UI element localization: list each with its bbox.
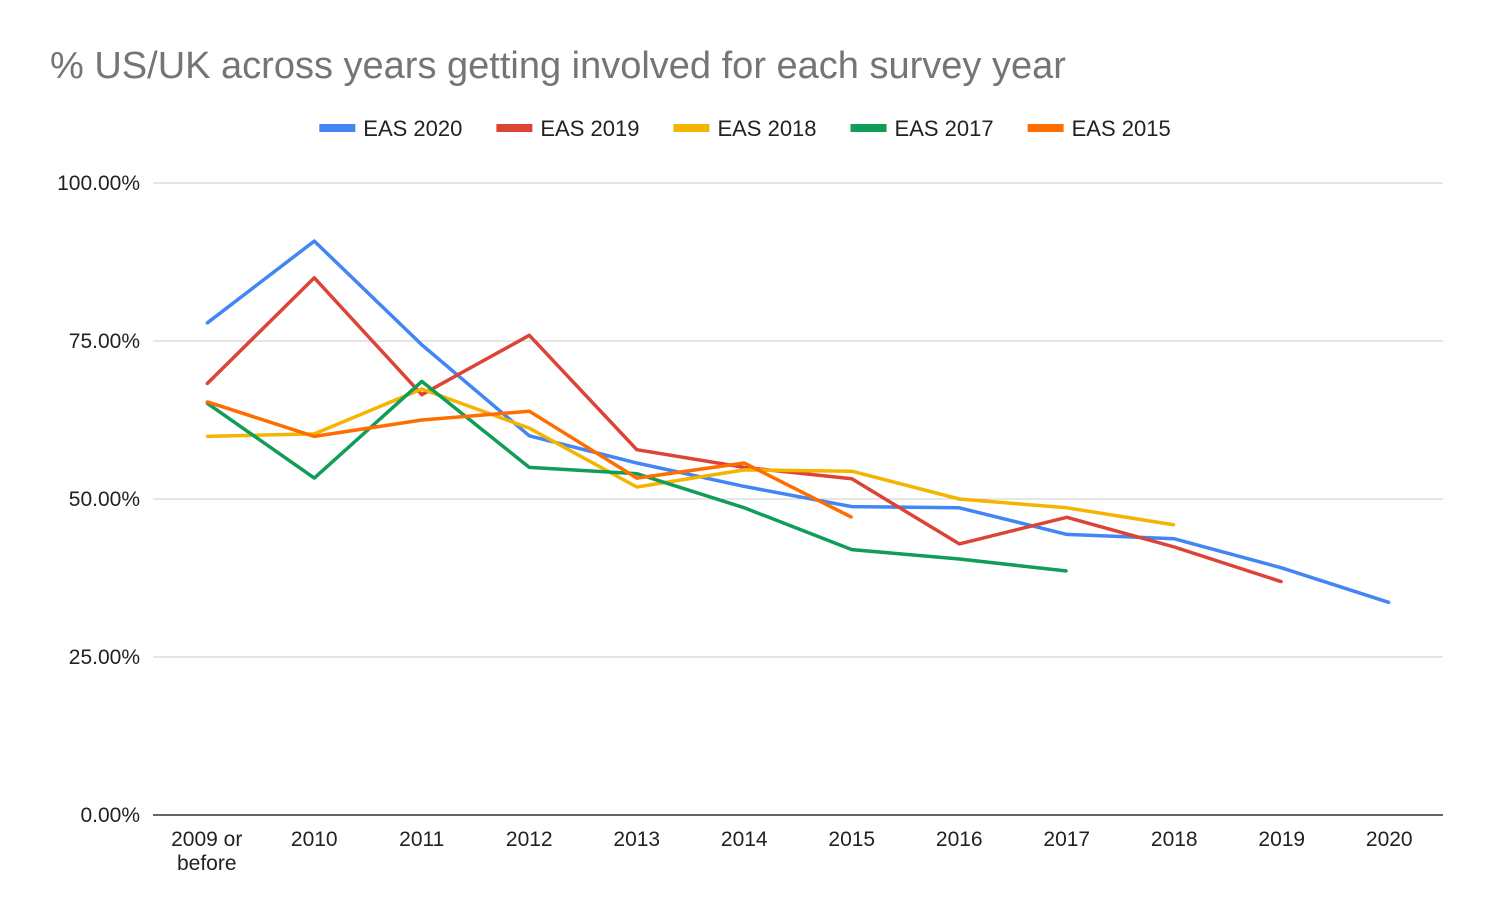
data-point [420,418,423,422]
legend-swatch [496,124,533,132]
data-point [528,334,531,337]
data-point [635,485,638,489]
data-point [635,461,638,465]
x-tick-label: 2013 [613,828,660,851]
x-tick-label: 2018 [1151,828,1198,851]
data-point [635,476,638,480]
x-tick-label: 2019 [1258,828,1305,851]
data-point [1173,545,1176,549]
x-tick-label: 2011 [399,828,444,851]
x-tick-label: 2015 [828,828,875,851]
x-tick-label: 2017 [1043,828,1090,851]
data-point [528,409,531,413]
data-point [850,477,853,480]
y-tick-label: 75.00% [69,330,140,353]
data-point [1388,601,1391,604]
data-point [635,472,638,475]
data-point [958,506,961,510]
data-point [850,505,853,508]
data-point [1065,516,1068,519]
data-point [958,497,961,501]
data-point [205,435,208,438]
series-line-eas-2015 [206,400,853,519]
data-point [743,461,746,465]
data-point [313,239,316,243]
y-tick-label: 100.00% [57,172,140,195]
data-point [313,435,316,438]
data-point [420,393,423,396]
data-point [743,506,746,510]
data-point [205,400,208,403]
legend-label: EAS 2017 [895,116,994,141]
series-line-eas-2018 [206,387,1175,527]
y-tick-label: 50.00% [69,488,140,511]
data-point [205,322,208,325]
y-tick-label: 25.00% [69,646,140,669]
legend-label: EAS 2019 [540,116,639,141]
legend-item-eas-2018: EAS 2018 [673,116,817,141]
data-point [313,476,316,480]
legend-item-eas-2019: EAS 2019 [496,116,639,141]
legend-swatch [1027,124,1064,132]
legend-item-eas-2020: EAS 2020 [319,116,462,141]
data-point [958,542,961,546]
data-point [743,485,746,488]
x-tick-label: 2014 [721,828,768,851]
data-point [205,382,208,386]
data-point [1280,580,1283,583]
data-point [1065,569,1068,573]
data-point [1065,533,1068,536]
chart-title: % US/UK across years getting involved fo… [50,45,1066,87]
legend-item-eas-2015: EAS 2015 [1027,116,1171,141]
data-point [1065,506,1068,510]
legend-swatch [673,124,710,132]
data-point [313,276,316,279]
data-point [420,380,423,383]
data-point [1280,566,1283,570]
data-point [958,557,961,561]
legend-item-eas-2017: EAS 2017 [850,116,994,141]
legend-swatch [850,124,887,132]
data-point [743,468,746,472]
legend-label: EAS 2020 [363,116,462,141]
y-tick-label: 0.00% [80,804,140,827]
legend-swatch [319,124,356,132]
x-tick-label: 2020 [1366,828,1413,851]
data-point [850,516,853,519]
data-point [743,466,746,469]
x-tick-label: 2012 [506,828,553,851]
data-point [528,434,531,437]
data-point [420,387,423,391]
legend-label: EAS 2018 [717,116,816,141]
legend-label: EAS 2015 [1072,116,1171,141]
data-point [1173,523,1176,527]
data-point [1173,537,1176,541]
data-point [850,548,853,551]
data-point [420,343,423,346]
series-line-eas-2020 [205,239,1390,605]
data-point [528,427,531,430]
x-tick-label: 2016 [936,828,983,851]
x-tick-label: 2010 [291,828,338,851]
x-tick-label: 2009 or before [171,828,242,875]
data-point [528,466,531,469]
data-point [850,469,853,473]
data-point [635,448,638,451]
